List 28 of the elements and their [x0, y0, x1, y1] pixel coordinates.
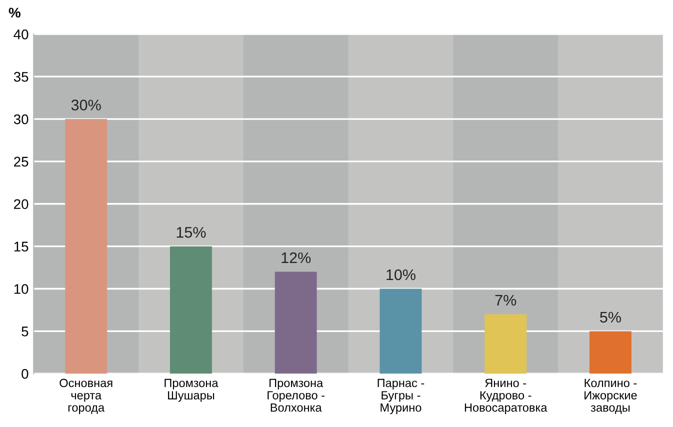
y-tick-label: 40 — [14, 29, 28, 40]
data-label: 30% — [71, 100, 101, 110]
data-label: 15% — [176, 227, 206, 238]
y-tick-label: 25 — [14, 156, 28, 167]
y-tick-label: 35 — [14, 72, 28, 82]
bar — [484, 314, 527, 374]
y-tick-label: 10 — [14, 284, 28, 294]
data-label: 12% — [282, 252, 311, 264]
y-axis-title: % — [8, 8, 20, 18]
bar — [65, 119, 108, 374]
x-tick-label: Парнас - Бугры - Мурино — [378, 378, 424, 414]
bar — [274, 272, 317, 374]
y-tick-label: 20 — [14, 199, 28, 210]
bar — [589, 331, 632, 374]
y-tick-label: 30 — [14, 114, 28, 124]
y-tick-label: 5 — [22, 326, 28, 336]
data-label: 7% — [495, 294, 516, 306]
bar — [170, 246, 212, 374]
x-tick-label: Промзона Горелово - Волхонка — [268, 378, 325, 412]
data-label: 10% — [386, 269, 416, 280]
data-label: 5% — [600, 312, 621, 323]
x-tick-label: Промзона Шушары — [164, 378, 218, 402]
x-tick-label: Янино - Кудрово - Новосаратовка — [464, 378, 548, 414]
x-tick-label: Колпино - Ижорские заводы — [584, 378, 637, 414]
y-tick-label: 15 — [14, 242, 28, 252]
y-tick-label: 0 — [22, 368, 28, 379]
bar — [380, 288, 422, 374]
x-tick-label: Основная черта города — [60, 378, 112, 414]
